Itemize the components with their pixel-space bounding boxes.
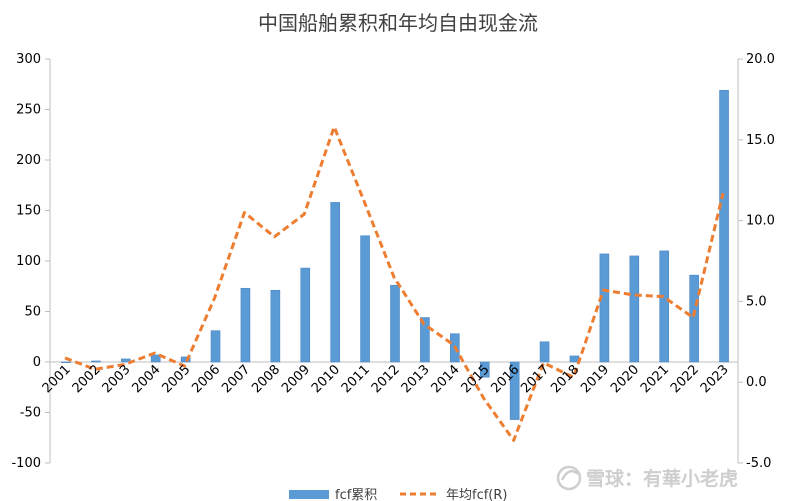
x-tick-label: 2008 (249, 362, 283, 396)
x-tick-label: 2003 (100, 362, 134, 396)
y-left-tick-label: 100 (16, 254, 41, 269)
y-right-tick-label: 5.0 (746, 294, 767, 309)
axes: -100 -50 0 50 100 150 200 250 300 -5.0 0.0 5.0 10.0 1… (11, 52, 774, 471)
x-tick-label: 2020 (608, 362, 642, 396)
legend-bar-swatch (289, 490, 329, 499)
x-tick-label: 2022 (668, 362, 702, 396)
bar (120, 358, 131, 363)
y-left-tick-label: 50 (24, 305, 41, 320)
x-tick-label: 2005 (159, 362, 193, 396)
bar (360, 235, 370, 363)
bar (300, 267, 311, 363)
y-right-tick-label: 0.0 (746, 375, 767, 390)
y-left-tick-label: -50 (20, 406, 41, 421)
bar-series (61, 90, 729, 420)
y-left-tick-label: 250 (16, 103, 41, 118)
y-left-tick-label: 300 (16, 52, 41, 67)
x-tick-labels: 2001200220032004200520062007200820092010… (40, 362, 732, 396)
snowball-logo-icon (556, 465, 582, 491)
x-tick-label: 2004 (130, 362, 164, 396)
y-right-tick-label: 20.0 (746, 52, 775, 67)
watermark: 雪球：有華小老虎 (556, 465, 738, 491)
bar (719, 90, 729, 363)
x-tick-label: 2010 (309, 362, 343, 396)
bar (390, 284, 400, 363)
legend-bar-label: fcf累积 (335, 488, 377, 501)
bar (689, 274, 699, 363)
bar (539, 341, 550, 363)
line-series (64, 125, 725, 442)
y-right-tick-label: 15.0 (746, 133, 775, 148)
line-path (64, 125, 725, 442)
bar (240, 287, 251, 363)
y-left-tick-label: 150 (16, 204, 41, 219)
x-tick-label: 2011 (339, 362, 373, 396)
bar (150, 354, 161, 363)
bar (61, 361, 71, 363)
legend: fcf累积 年均fcf(R) (289, 488, 507, 501)
y-right-tick-label: -5.0 (746, 456, 771, 471)
x-tick-label: 2019 (578, 362, 612, 396)
bar (180, 356, 191, 363)
y-left-tick-label: 200 (16, 153, 41, 168)
legend-line-label: 年均fcf(R) (446, 488, 507, 501)
bar (599, 253, 610, 363)
bar (270, 289, 281, 363)
chart-title: 中国船舶累积和年均自由现金流 (258, 11, 538, 35)
bar (420, 317, 430, 363)
y-left-tick-label: -100 (11, 456, 41, 471)
x-tick-label: 2009 (279, 362, 313, 396)
watermark-text: 雪球：有華小老虎 (586, 467, 738, 490)
x-tick-label: 2012 (369, 362, 403, 396)
bar (509, 361, 520, 420)
bar (330, 202, 340, 363)
bar (659, 250, 670, 363)
x-tick-label: 2006 (189, 362, 223, 396)
bar (629, 255, 640, 363)
x-tick-label: 2001 (40, 362, 74, 396)
y-left-tick-label: 0 (33, 355, 41, 370)
x-tick-label: 2018 (548, 362, 582, 396)
bar (479, 361, 490, 378)
bar (210, 330, 221, 363)
bar (91, 360, 101, 363)
x-tick-label: 2013 (399, 362, 433, 396)
x-tick-label: 2007 (219, 362, 253, 396)
y-right-tick-label: 10.0 (746, 214, 775, 229)
x-tick-label: 2017 (518, 362, 552, 396)
x-tick-label: 2021 (638, 362, 672, 396)
x-tick-label: 2023 (698, 362, 732, 396)
x-tick-label: 2014 (429, 362, 463, 396)
